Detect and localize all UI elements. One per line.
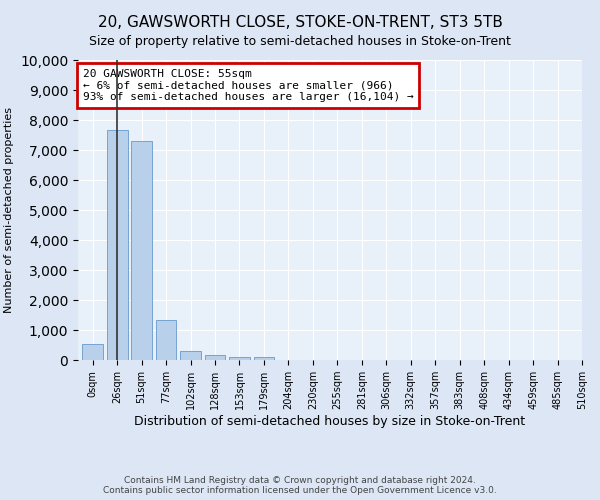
Bar (254, 358, 274, 360)
Y-axis label: Number of semi-detached properties: Number of semi-detached properties (4, 107, 14, 313)
Bar (107, 130, 128, 360)
Bar (131, 141, 152, 360)
Bar (205, 355, 226, 360)
Text: 20, GAWSWORTH CLOSE, STOKE-ON-TRENT, ST3 5TB: 20, GAWSWORTH CLOSE, STOKE-ON-TRENT, ST3… (98, 15, 502, 30)
Bar (82, 344, 103, 360)
Text: Size of property relative to semi-detached houses in Stoke-on-Trent: Size of property relative to semi-detach… (89, 35, 511, 48)
Text: Contains HM Land Registry data © Crown copyright and database right 2024.
Contai: Contains HM Land Registry data © Crown c… (103, 476, 497, 495)
Bar (180, 350, 201, 360)
Bar (229, 356, 250, 360)
Bar (155, 320, 176, 360)
Text: 20 GAWSWORTH CLOSE: 55sqm
← 6% of semi-detached houses are smaller (966)
93% of : 20 GAWSWORTH CLOSE: 55sqm ← 6% of semi-d… (83, 69, 414, 102)
X-axis label: Distribution of semi-detached houses by size in Stoke-on-Trent: Distribution of semi-detached houses by … (134, 415, 526, 428)
